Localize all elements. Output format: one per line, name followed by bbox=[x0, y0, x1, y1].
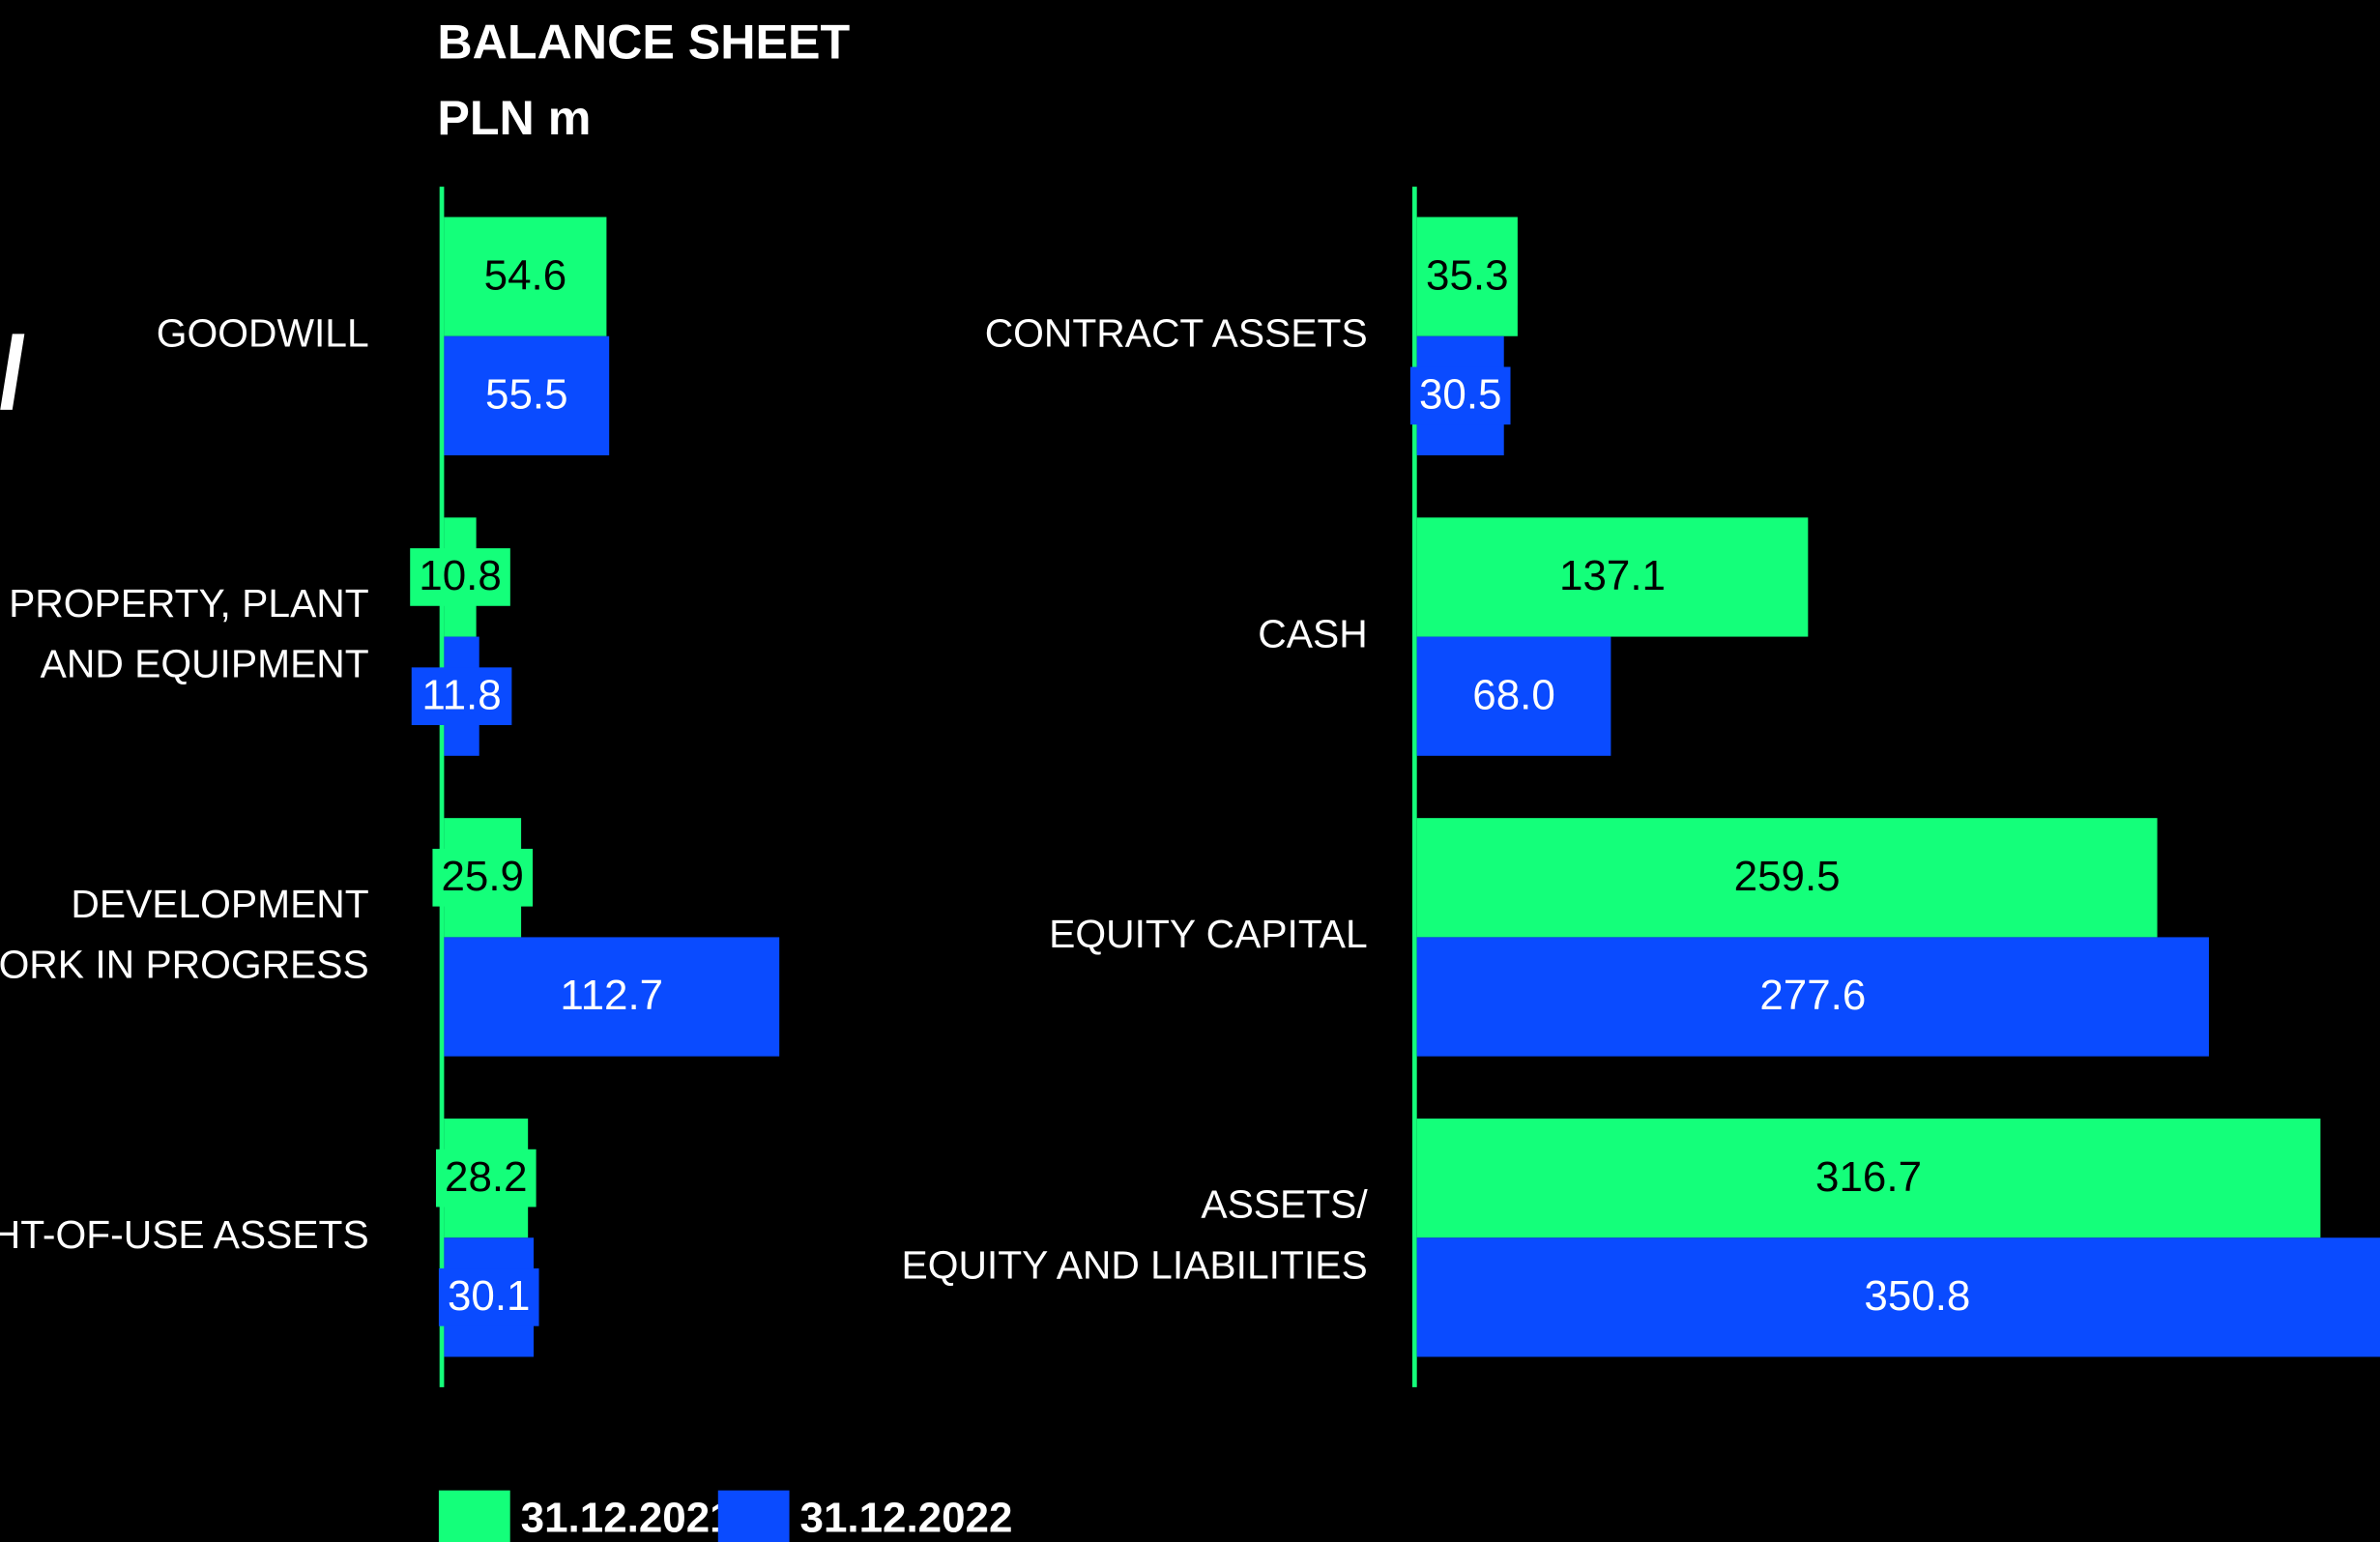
bar bbox=[1416, 1237, 2380, 1357]
category-label: DEVELOPMENT bbox=[71, 882, 368, 926]
category-label: EQUITY CAPITAL bbox=[1049, 912, 1367, 956]
legend-swatch bbox=[717, 1490, 790, 1542]
category-label: RIGHT-OF-USE ASSETS bbox=[0, 1212, 369, 1257]
value-label: 277.6 bbox=[1759, 972, 1866, 1019]
label-bg bbox=[410, 548, 510, 606]
chart-subtitle: PLN m bbox=[437, 91, 591, 145]
label-bg bbox=[432, 848, 534, 907]
bar bbox=[444, 335, 610, 455]
value-label: 259.5 bbox=[1734, 853, 1841, 900]
category-label: PROPERTY, PLANT bbox=[9, 581, 369, 626]
value-label: 54.6 bbox=[484, 251, 567, 299]
value-label: 137.1 bbox=[1559, 552, 1666, 599]
value-label: 112.7 bbox=[560, 972, 663, 1019]
category-label: GOODWILL bbox=[157, 311, 369, 356]
bar bbox=[1416, 636, 1611, 756]
label-bg bbox=[1409, 366, 1511, 425]
bar bbox=[1416, 937, 2209, 1057]
bar bbox=[1416, 1119, 2321, 1238]
value-label: 25.9 bbox=[441, 853, 524, 900]
value-label: 28.2 bbox=[445, 1153, 528, 1201]
category-label: ASSETS/ bbox=[1201, 1182, 1368, 1227]
bar bbox=[444, 217, 607, 336]
legend-label: 31.12.2022 bbox=[800, 1495, 1013, 1542]
label-bg bbox=[435, 1149, 537, 1207]
chart-title: BALANCE SHEET bbox=[437, 15, 850, 69]
value-label: 316.7 bbox=[1815, 1153, 1922, 1201]
category-label: CASH bbox=[1258, 611, 1367, 655]
label-bg bbox=[438, 1268, 539, 1326]
value-label: 350.8 bbox=[1864, 1272, 1970, 1320]
category-label: AND EQUIPMENT bbox=[41, 642, 369, 686]
value-label: 10.8 bbox=[419, 552, 502, 599]
category-label: CONTRACT ASSETS bbox=[985, 311, 1368, 356]
label-bg bbox=[411, 667, 512, 726]
decor bbox=[0, 334, 25, 410]
value-label: 30.5 bbox=[1419, 371, 1502, 419]
value-label: 68.0 bbox=[1472, 671, 1555, 718]
value-label: 30.1 bbox=[448, 1272, 531, 1320]
value-label: 11.8 bbox=[421, 671, 501, 718]
category-label: WORK IN PROGRESS bbox=[0, 943, 369, 987]
bar bbox=[1416, 517, 1809, 637]
label-bg bbox=[1416, 247, 1518, 305]
bar bbox=[444, 937, 780, 1057]
legend-swatch bbox=[438, 1490, 510, 1542]
category-label: EQUITY AND LIABILITIES bbox=[902, 1242, 1368, 1287]
value-label: 35.3 bbox=[1426, 251, 1509, 299]
bar bbox=[1416, 818, 2158, 938]
legend-label: 31.12.2021 bbox=[521, 1495, 734, 1542]
value-label: 55.5 bbox=[485, 371, 568, 419]
